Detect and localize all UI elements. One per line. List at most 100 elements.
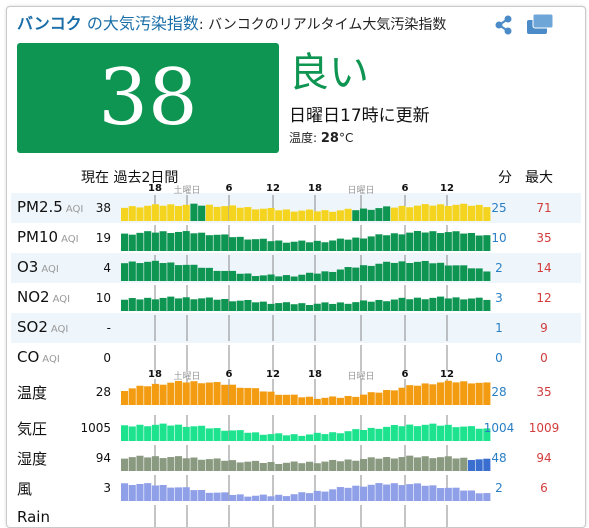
time-axis-label: 日曜日 xyxy=(347,186,375,196)
history-bar xyxy=(151,260,159,281)
history-bar xyxy=(313,273,321,281)
history-bar xyxy=(444,380,452,405)
history-bar xyxy=(313,490,321,501)
history-bar xyxy=(352,460,360,471)
pollutant-row[interactable]: 湿度 94 48 94 xyxy=(11,443,581,473)
history-bar xyxy=(167,487,175,501)
history-bar xyxy=(483,299,491,311)
history-bar xyxy=(298,435,306,441)
history-bar xyxy=(144,483,152,501)
history-bar xyxy=(282,209,290,221)
history-bar xyxy=(483,382,491,405)
history-bar xyxy=(221,430,229,441)
pollutant-row[interactable]: O3 AQI 4 2 14 xyxy=(11,253,581,283)
history-bar xyxy=(190,381,198,405)
history-bar xyxy=(144,457,152,471)
history-bar xyxy=(136,232,144,251)
current-value: 38 xyxy=(95,201,111,215)
history-bar xyxy=(205,382,213,405)
history-bar xyxy=(475,459,483,471)
history-bar xyxy=(298,397,306,405)
history-bar xyxy=(244,461,252,471)
history-bar xyxy=(321,242,329,251)
history-bar xyxy=(467,426,475,441)
pollutant-row[interactable]: NO2 AQI 10 3 12 xyxy=(11,283,581,313)
pollutant-label: NO2 xyxy=(17,288,50,306)
history-bar xyxy=(483,235,491,251)
history-bar xyxy=(290,494,298,501)
history-bar xyxy=(452,427,460,441)
pollutant-name: 風 xyxy=(17,478,32,499)
history-bar xyxy=(205,204,213,221)
pollutant-label: 気圧 xyxy=(17,420,48,438)
multi-screen-icon[interactable] xyxy=(525,12,555,38)
time-axis-label: 12 xyxy=(266,369,280,380)
history-bar xyxy=(205,428,213,441)
history-bar xyxy=(437,233,445,251)
history-bar xyxy=(236,300,244,311)
pollutant-row[interactable]: 気圧 1005 1004 1009 xyxy=(11,413,581,443)
history-bar xyxy=(352,302,360,311)
history-sparkline xyxy=(121,445,491,471)
history-bar xyxy=(275,210,283,221)
history-bar xyxy=(236,462,244,471)
history-bar xyxy=(344,459,352,471)
history-bar xyxy=(121,483,129,501)
history-bar xyxy=(344,395,352,405)
history-bar xyxy=(352,237,360,251)
pollutant-row[interactable]: 風 3 2 6 xyxy=(11,473,581,503)
history-bar xyxy=(144,261,152,281)
history-bar xyxy=(413,297,422,311)
time-axis-label: 18 xyxy=(148,183,162,194)
history-bar xyxy=(267,274,275,281)
min-value: 10 xyxy=(491,231,507,245)
history-bar xyxy=(221,234,229,251)
history-bar xyxy=(259,434,267,441)
pollutant-row[interactable]: PM2.5 AQI 38 25 71 xyxy=(11,193,581,223)
history-bar xyxy=(298,240,306,251)
history-bar xyxy=(452,297,460,311)
history-bar xyxy=(444,487,452,501)
history-bar xyxy=(467,268,475,281)
history-bar xyxy=(413,205,422,221)
history-bar xyxy=(475,297,483,311)
pollutant-row[interactable]: 温度 28 28 35 xyxy=(11,377,581,407)
pollutant-row[interactable]: PM10 AQI 19 10 35 xyxy=(11,223,581,253)
history-bar xyxy=(359,394,368,405)
history-bar xyxy=(205,492,213,501)
pollutant-name: 温度 xyxy=(17,382,47,403)
history-bar xyxy=(406,424,414,441)
history-bar xyxy=(483,458,491,471)
pollutant-row[interactable]: SO2 AQI - 1 9 xyxy=(11,313,581,343)
history-bar xyxy=(151,456,159,471)
history-bar xyxy=(367,236,375,251)
pollutant-label: 温度 xyxy=(17,384,48,402)
history-bar xyxy=(121,425,129,441)
history-bar xyxy=(174,424,183,441)
history-bar xyxy=(467,383,475,405)
city-link[interactable]: バンコク xyxy=(17,14,82,33)
history-bar xyxy=(228,384,237,405)
history-bar xyxy=(290,304,298,311)
history-bar xyxy=(128,298,136,311)
pollutant-name: O3 AQI xyxy=(17,258,59,276)
history-bar xyxy=(213,492,221,501)
pollutant-row[interactable]: Rain xyxy=(11,503,581,527)
history-bar xyxy=(367,265,375,281)
pollutant-name: Rain xyxy=(17,508,50,526)
history-bar xyxy=(460,233,468,251)
history-sparkline xyxy=(121,225,491,251)
share-icon[interactable] xyxy=(493,14,515,36)
history-bar xyxy=(182,264,190,281)
history-bar xyxy=(344,239,352,251)
time-axis-label: 土曜日 xyxy=(173,186,201,196)
pollutant-row[interactable]: CO AQI 0 0 0 xyxy=(11,343,581,373)
history-bar xyxy=(290,241,298,251)
column-header-min: 分 xyxy=(498,170,512,186)
index-label[interactable]: の大気汚染指数 xyxy=(81,14,199,33)
history-bar xyxy=(221,270,229,281)
history-bar xyxy=(267,434,275,441)
pollutant-name: 湿度 xyxy=(17,448,47,469)
current-value: 10 xyxy=(95,291,111,305)
history-bar xyxy=(352,429,360,441)
